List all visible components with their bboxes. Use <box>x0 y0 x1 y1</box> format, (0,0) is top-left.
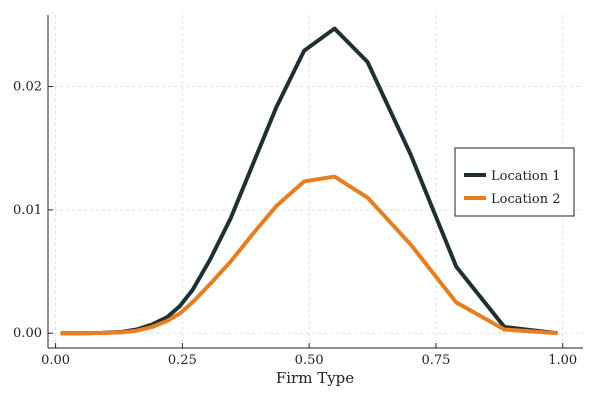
series-group <box>60 26 558 336</box>
x-tick-label: 0.00 <box>41 353 70 368</box>
axes: 0.00 0.25 0.50 0.75 1.00 0.00 0.01 0.02 <box>13 15 583 368</box>
x-tick-label: 1.00 <box>548 353 577 368</box>
x-tick-label: 0.25 <box>168 353 197 368</box>
x-axis-title: Firm Type <box>276 369 354 387</box>
legend-box <box>454 147 575 217</box>
y-tick-label: 0.00 <box>13 326 42 341</box>
legend-label-2: Location 2 <box>491 192 560 207</box>
series-line-2 <box>60 174 558 336</box>
legend-label-1: Location 1 <box>491 169 560 184</box>
y-tick-label: 0.01 <box>13 203 42 218</box>
x-tick-label: 0.75 <box>421 353 450 368</box>
y-tick-label: 0.02 <box>13 80 42 95</box>
x-tick-label: 0.50 <box>295 353 324 368</box>
legend: Location 1 Location 2 <box>454 147 575 217</box>
